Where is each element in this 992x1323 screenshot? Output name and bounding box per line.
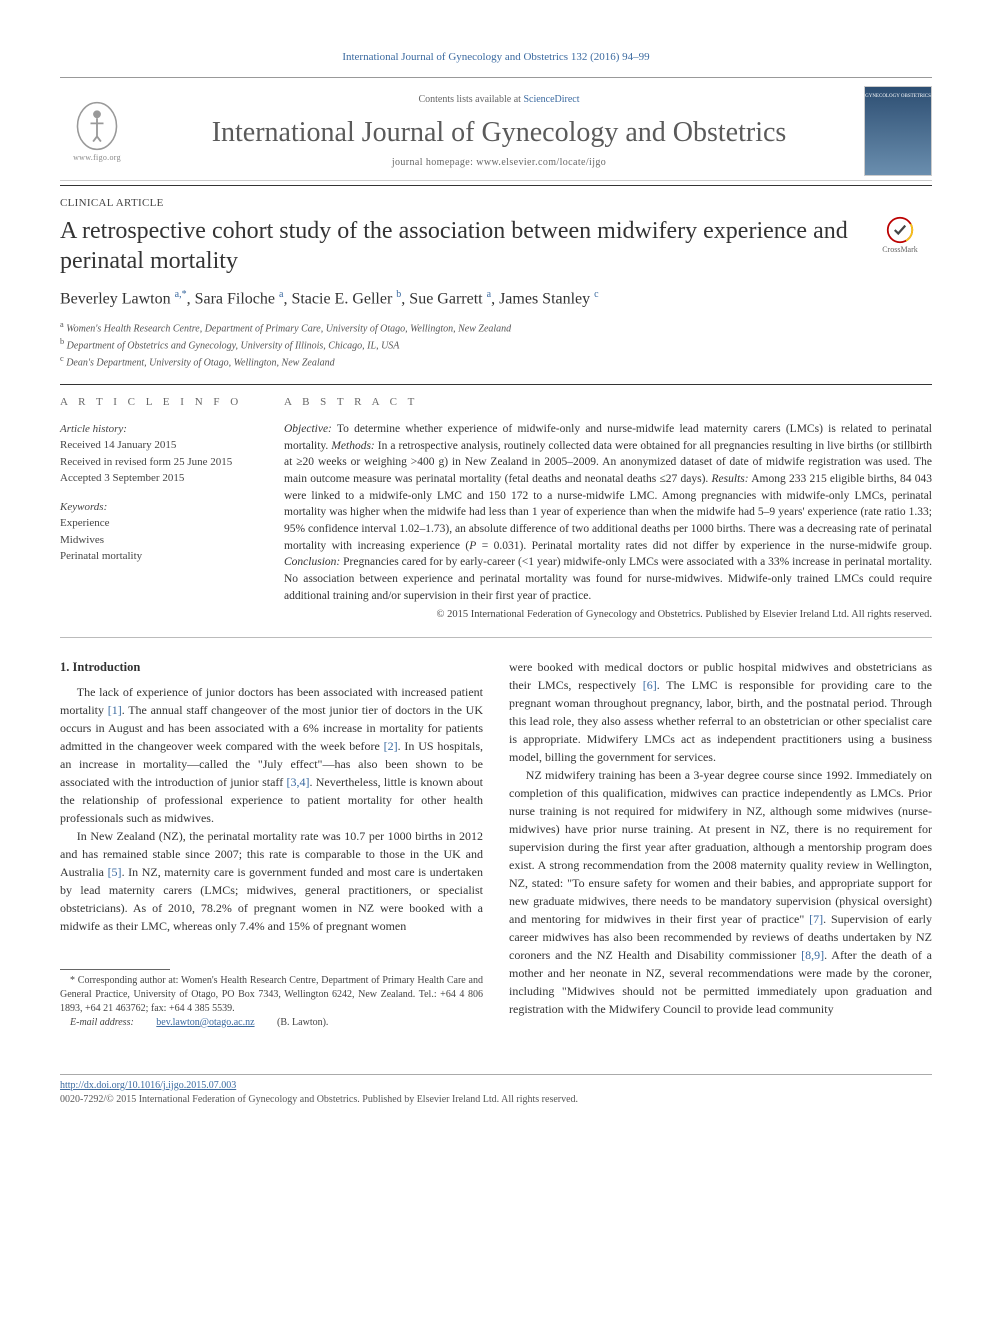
homepage-url: www.elsevier.com/locate/ijgo (476, 157, 606, 168)
masthead: www.figo.org Contents lists available at… (60, 77, 932, 181)
crossmark-label: CrossMark (882, 244, 918, 255)
footnote-block: * Corresponding author at: Women's Healt… (60, 969, 483, 1030)
contents-prefix: Contents lists available at (418, 94, 523, 105)
body: 1. Introduction The lack of experience o… (60, 637, 932, 1030)
abstract-body: Objective: To determine whether experien… (284, 421, 932, 604)
section-heading: 1. Introduction (60, 658, 483, 677)
abstract-head: A B S T R A C T (284, 395, 932, 410)
keyword: Experience (60, 515, 256, 532)
footnote-rule (60, 969, 170, 970)
para: were booked with medical doctors or publ… (509, 658, 932, 766)
corresponding-author: * Corresponding author at: Women's Healt… (60, 974, 483, 1016)
email-link[interactable]: bev.lawton@otago.ac.nz (146, 1016, 254, 1030)
section-label: CLINICAL ARTICLE (60, 196, 932, 211)
crossmark-icon (886, 216, 914, 244)
footnote-block-wrap: * Corresponding author at: Women's Healt… (60, 969, 483, 1030)
cover-title: GYNECOLOGY OBSTETRICS (865, 93, 931, 100)
homepage-prefix: journal homepage: (392, 157, 476, 168)
email-who: (B. Lawton). (267, 1016, 328, 1030)
history-line: Accepted 3 September 2015 (60, 470, 256, 487)
issn-copyright: 0020-7292/© 2015 International Federatio… (60, 1094, 578, 1105)
page: International Journal of Gynecology and … (0, 0, 992, 1157)
figo-url: www.figo.org (73, 152, 121, 163)
contents-line: Contents lists available at ScienceDirec… (150, 93, 848, 107)
kw-label: Keywords: (60, 499, 256, 516)
affiliations: a Women's Health Research Centre, Depart… (60, 319, 932, 371)
masthead-center: Contents lists available at ScienceDirec… (150, 93, 848, 170)
info-head: A R T I C L E I N F O (60, 395, 256, 410)
homepage-line: journal homepage: www.elsevier.com/locat… (150, 156, 848, 170)
article-history: Article history: Received 14 January 201… (60, 421, 256, 487)
journal-cover-thumb: GYNECOLOGY OBSTETRICS (864, 86, 932, 176)
keywords: Keywords: Experience Midwives Perinatal … (60, 499, 256, 565)
masthead-divider (60, 185, 932, 186)
crossmark-badge[interactable]: CrossMark (868, 216, 932, 255)
figo-icon (71, 100, 123, 152)
para: The lack of experience of junior doctors… (60, 683, 483, 827)
footer: http://dx.doi.org/10.1016/j.ijgo.2015.07… (60, 1074, 932, 1107)
article-title: A retrospective cohort study of the asso… (60, 216, 856, 276)
figo-logo: www.figo.org (60, 86, 134, 176)
keyword: Midwives (60, 532, 256, 549)
abstract-copyright: © 2015 International Federation of Gynec… (284, 608, 932, 623)
history-line: Received 14 January 2015 (60, 437, 256, 454)
journal-name: International Journal of Gynecology and … (150, 113, 848, 152)
body-columns: 1. Introduction The lack of experience o… (60, 658, 932, 1030)
para: NZ midwifery training has been a 3-year … (509, 766, 932, 1018)
running-head: International Journal of Gynecology and … (60, 50, 932, 65)
keyword: Perinatal mortality (60, 548, 256, 565)
info-abstract-row: A R T I C L E I N F O Article history: R… (60, 384, 932, 622)
history-line: Received in revised form 25 June 2015 (60, 454, 256, 471)
history-label: Article history: (60, 421, 256, 438)
sciencedirect-link[interactable]: ScienceDirect (523, 94, 579, 105)
abstract: A B S T R A C T Objective: To determine … (270, 384, 932, 622)
doi-link[interactable]: http://dx.doi.org/10.1016/j.ijgo.2015.07… (60, 1080, 236, 1091)
para: In New Zealand (NZ), the perinatal morta… (60, 827, 483, 935)
article-info: A R T I C L E I N F O Article history: R… (60, 384, 270, 622)
email-label: E-mail address: (60, 1016, 134, 1030)
authors: Beverley Lawton a,*, Sara Filoche a, Sta… (60, 288, 932, 311)
